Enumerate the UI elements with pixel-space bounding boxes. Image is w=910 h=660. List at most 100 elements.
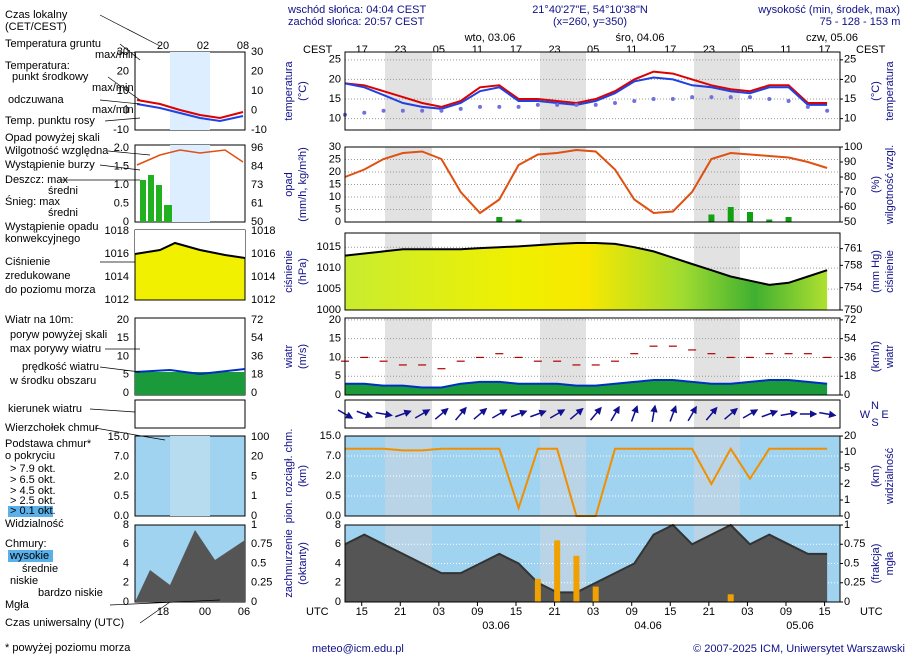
panel-frame <box>344 51 841 131</box>
legend-text: kierunek wiatru <box>8 403 82 415</box>
series-dot <box>574 102 579 107</box>
label: wysokość (min, środek, max) <box>757 4 900 16</box>
wind-arrow <box>395 409 412 418</box>
series-bar <box>766 219 773 222</box>
legend-text: Wierzchołek chmur <box>5 422 99 434</box>
y2-tick-label: 25 <box>844 54 856 66</box>
wind-arrow <box>669 405 678 422</box>
series-dot <box>362 110 367 115</box>
series-bar <box>727 594 734 602</box>
mini-tick: 18 <box>251 369 263 381</box>
series-dot <box>709 95 714 100</box>
mini-tick: 0.5 <box>114 197 129 209</box>
label: 00 <box>199 606 211 618</box>
wind-arrow <box>569 407 584 420</box>
wind-arrow <box>510 409 528 418</box>
mini-tick: 0.0 <box>114 510 129 522</box>
y-tick-label: 15 <box>329 178 341 190</box>
legend-text: Temperatura gruntu <box>5 38 101 50</box>
x-tick-label: 21 <box>548 606 560 618</box>
mini-tick: 0 <box>251 104 257 116</box>
mini-tick: 0 <box>123 596 129 608</box>
label: 08 <box>237 40 249 52</box>
x-tick-label: 09 <box>471 606 483 618</box>
series-dot <box>535 102 540 107</box>
mini-tick: 1014 <box>105 271 129 283</box>
label: zachód słońca: 20:57 CEST <box>288 16 425 28</box>
legend-text: Deszcz: max <box>5 174 68 186</box>
mini-tick: 1 <box>251 490 257 502</box>
series-bar <box>727 207 734 222</box>
y2-tick-label: 36 <box>844 351 856 363</box>
mini-tick: 10 <box>117 350 129 362</box>
wind-arrow <box>650 404 658 423</box>
axis-unit: (km) <box>870 465 882 487</box>
legend-text: Wystąpienie burzy <box>5 159 95 171</box>
mini-tick: 15 <box>117 332 129 344</box>
y2-tick-label: 50 <box>844 216 856 228</box>
series-dot <box>786 98 791 103</box>
y-tick-label: 8 <box>335 519 341 531</box>
legend-text: Widzialność <box>5 518 64 530</box>
panel-frame <box>344 399 841 429</box>
x-tick-label: 15 <box>510 606 522 618</box>
mini-tick: 1016 <box>105 248 129 260</box>
series-dot <box>805 104 810 109</box>
x-tick-label: 09 <box>780 606 792 618</box>
legend-text: poryw powyżej skali <box>10 329 107 341</box>
series-dot <box>613 100 617 105</box>
mini-tick: 10 <box>117 85 129 97</box>
axis-unit: (km) <box>297 465 309 487</box>
y-tick-label: 10 <box>329 351 341 363</box>
mini-tick: 54 <box>251 332 263 344</box>
mini-tick: 5 <box>251 470 257 482</box>
legend-text: Temperatura: <box>5 60 70 72</box>
legend-text: max/min <box>92 82 134 94</box>
legend-leader <box>107 150 151 156</box>
legend-leader <box>99 366 141 373</box>
y-tick-label: 30 <box>329 141 341 153</box>
mini-tick: 1016 <box>251 248 275 260</box>
night-band <box>540 52 586 130</box>
mini-tick: 1018 <box>251 225 275 237</box>
series-dot <box>497 104 502 109</box>
mini-tick: 36 <box>251 350 263 362</box>
legend-text: prędkość wiatru <box>22 361 99 373</box>
y-tick-label: 20 <box>329 314 341 326</box>
legend-text: Podstawa chmur* <box>5 438 92 450</box>
wind-arrow <box>705 406 718 421</box>
night-band <box>540 318 586 395</box>
legend-leader <box>107 76 141 101</box>
series-bar <box>708 214 715 222</box>
y-tick-label: 15.0 <box>320 430 341 442</box>
mini-tick: 61 <box>251 197 263 209</box>
legend-leader <box>99 14 161 47</box>
legend-text: max porywy wiatru <box>10 343 101 355</box>
legend-text: konwekcyjnego <box>5 233 80 245</box>
compass: W <box>860 409 871 421</box>
mini-tick: 30 <box>251 46 263 58</box>
axis-label: temperatura <box>283 60 295 120</box>
legend-text: do poziomu morza <box>5 284 96 296</box>
y2-tick-label: 54 <box>844 333 856 345</box>
legend-text: Wystąpienie opadu <box>5 221 98 233</box>
axis-label: temperatura <box>884 60 896 120</box>
y-tick-label: 0 <box>335 389 341 401</box>
axis-label: widzialność <box>884 447 896 505</box>
wind-arrow <box>780 409 798 418</box>
mini-tick: 100 <box>251 431 269 443</box>
mini-tick: 1018 <box>105 225 129 237</box>
y-tick-label: 1015 <box>317 241 341 253</box>
wind-arrow <box>356 410 374 419</box>
legend-leader <box>109 599 221 606</box>
y2-tick-label: 90 <box>844 156 856 168</box>
legend-text: niskie <box>10 575 38 587</box>
legend-leader <box>139 601 171 624</box>
series-dot <box>767 97 772 102</box>
y2-tick-label: 0.5 <box>844 557 859 569</box>
series-line <box>344 70 828 108</box>
y-tick-label: 1005 <box>317 283 341 295</box>
compass: N <box>871 400 879 412</box>
label: 02 <box>197 40 209 52</box>
